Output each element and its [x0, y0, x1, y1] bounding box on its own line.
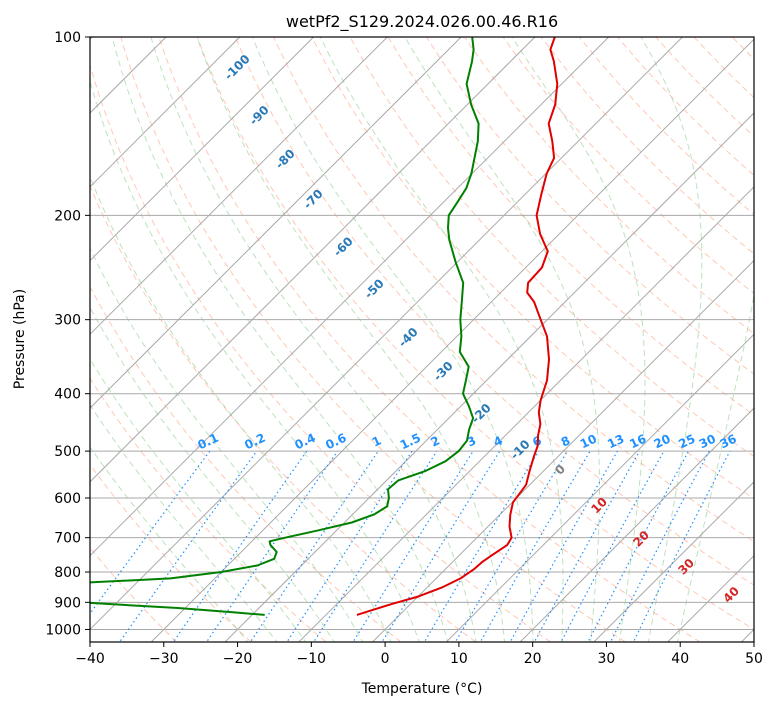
isotherm-line — [90, 37, 462, 409]
y-axis-label: Pressure (hPa) — [12, 289, 28, 389]
isotherms — [90, 37, 754, 642]
dry-adiabats — [90, 37, 775, 642]
mixing-ratio-label: 10 — [578, 432, 599, 452]
mixing-ratio-label: 36 — [718, 432, 739, 452]
mixing-ratio-label: 25 — [676, 432, 697, 452]
mixing-ratio-line — [249, 450, 379, 642]
mixing-ratio-line — [381, 450, 501, 642]
temperature-profile-line — [356, 37, 559, 616]
dry-adiabat-line — [234, 37, 754, 586]
plot-background — [90, 37, 754, 642]
y-axis: 100 200 300 400 500 600 700 800 900 1000 — [45, 30, 90, 638]
mixing-ratio-line — [632, 450, 731, 642]
isobar-gridlines — [90, 37, 754, 630]
isotherm-line — [593, 481, 754, 642]
isotherm-line — [298, 186, 754, 642]
mixing-ratio-line — [286, 450, 413, 642]
x-tick-label: 50 — [745, 651, 763, 667]
dry-adiabat-line — [387, 37, 754, 416]
x-tick-label: −10 — [297, 651, 327, 667]
dry-adiabat-line — [502, 37, 754, 295]
dry-adiabat-line — [426, 37, 754, 375]
mixing-ratio-line — [172, 450, 308, 642]
y-tick-label: 100 — [54, 30, 81, 46]
mixing-ratio-label: 13 — [605, 432, 626, 452]
y-tick-label: 200 — [54, 208, 81, 224]
isotherm-line — [224, 112, 754, 642]
isotherm-line — [445, 333, 754, 642]
x-tick-label: 10 — [450, 651, 468, 667]
y-tick-label: 300 — [54, 313, 81, 329]
mixing-ratio-line — [509, 450, 619, 642]
plot-frame — [89, 36, 755, 643]
dry-adiabat-line — [120, 37, 626, 642]
isotherm-line — [90, 37, 683, 631]
chart-title: wetPf2_S129.2024.026.00.46.R16 — [286, 12, 558, 32]
y-tick-label: 500 — [54, 444, 81, 460]
y-tick-label: 700 — [54, 531, 81, 547]
dewpoint-profile-line — [90, 37, 480, 616]
x-tick-label: 40 — [671, 651, 689, 667]
x-tick-label: 0 — [381, 651, 390, 667]
dry-adiabat-line — [90, 285, 402, 642]
sounding-profiles — [90, 37, 559, 616]
y-tick-label: 600 — [54, 491, 81, 507]
dry-adiabat-line — [90, 463, 252, 642]
dry-adiabat-line — [617, 37, 754, 176]
dry-adiabat-line — [196, 37, 754, 631]
x-tick-label: −40 — [75, 651, 105, 667]
mixing-ratio-line — [454, 450, 568, 642]
mixing-ratio-line — [609, 450, 710, 642]
mixing-ratio-line — [423, 450, 540, 642]
isotherm-line — [90, 37, 388, 336]
isotherm-line — [150, 38, 754, 642]
y-tick-label: 800 — [54, 565, 81, 581]
dry-adiabat-line — [90, 63, 551, 642]
mixing-ratio-line — [479, 450, 591, 642]
x-axis-label: Temperature (°C) — [361, 681, 483, 697]
x-tick-label: 20 — [524, 651, 542, 667]
x-tick-label: 30 — [598, 651, 616, 667]
mixing-ratio-line — [352, 450, 474, 642]
y-tick-label: 400 — [54, 387, 81, 403]
mixing-ratio-line — [313, 450, 438, 642]
dry-adiabat-line — [770, 37, 775, 642]
isotherm-line — [90, 37, 241, 188]
x-tick-label: −20 — [223, 651, 253, 667]
mixing-ratio-label: 16 — [627, 432, 648, 452]
mixing-ratio-label: 20 — [652, 432, 673, 452]
y-tick-label: 1000 — [45, 622, 81, 638]
mixing-ratio-lines — [90, 450, 731, 642]
y-tick-label: 900 — [54, 595, 81, 611]
isotherm-line — [372, 259, 754, 642]
x-tick-label: −30 — [149, 651, 179, 667]
x-axis: −40 −30 −20 −10 0 10 20 30 40 50 — [75, 642, 763, 667]
moist-adiabat-line — [90, 247, 364, 642]
isotherm-line — [90, 37, 536, 483]
isotherm-line — [90, 37, 314, 262]
mixing-ratio-label: 30 — [697, 432, 718, 452]
mixing-ratio-line — [90, 450, 211, 615]
isotherm-line — [519, 407, 754, 642]
isotherm-line — [90, 37, 610, 557]
